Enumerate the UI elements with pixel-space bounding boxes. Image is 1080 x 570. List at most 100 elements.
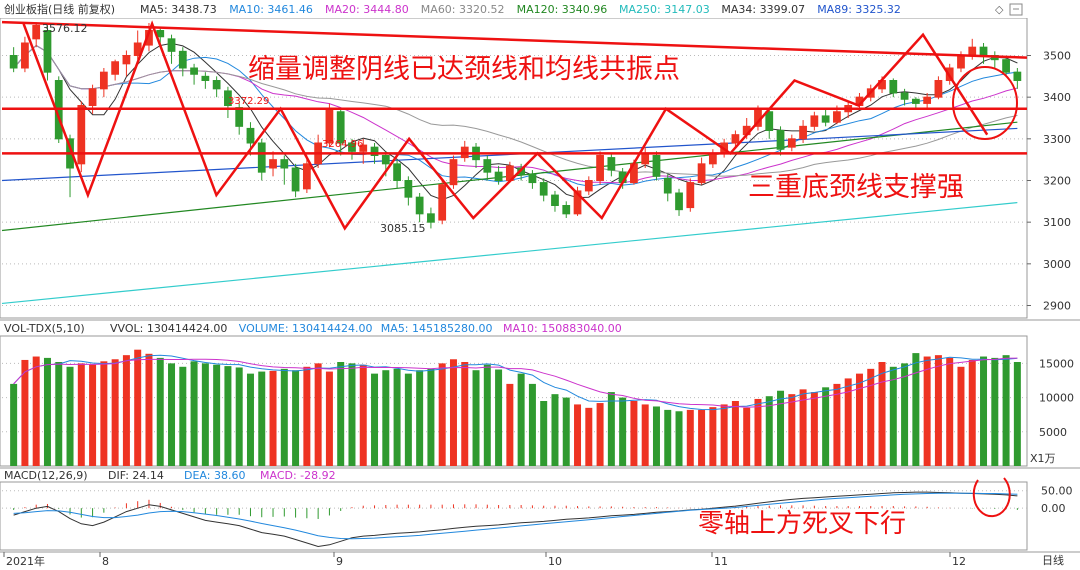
candle-body[interactable]	[596, 155, 604, 181]
volume-bar[interactable]	[506, 383, 514, 466]
volume-bar[interactable]	[89, 364, 97, 466]
volume-bar[interactable]	[55, 362, 63, 466]
volume-bar[interactable]	[855, 373, 863, 466]
volume-bar[interactable]	[664, 409, 672, 466]
volume-bar[interactable]	[325, 371, 333, 466]
candle-body[interactable]	[494, 171, 503, 182]
candle-body[interactable]	[731, 134, 740, 144]
candle-body[interactable]	[787, 138, 796, 148]
volume-bar[interactable]	[156, 357, 164, 466]
candle-body[interactable]	[900, 92, 909, 100]
volume-bar[interactable]	[765, 396, 773, 466]
macd-lines[interactable]	[13, 491, 1018, 548]
volume-bar[interactable]	[404, 373, 412, 466]
volume-bar[interactable]	[461, 362, 469, 466]
candle-body[interactable]	[32, 25, 41, 40]
candle-body[interactable]	[449, 159, 458, 186]
candle-body[interactable]	[246, 127, 255, 144]
volume-bar[interactable]	[21, 359, 29, 466]
volume-bar[interactable]	[709, 407, 717, 466]
candle-body[interactable]	[663, 177, 672, 194]
volume-bar[interactable]	[483, 364, 491, 466]
volume-bar[interactable]	[810, 392, 818, 466]
candle-body[interactable]	[88, 88, 97, 107]
volume-bar[interactable]	[528, 383, 536, 466]
candle-body[interactable]	[697, 163, 706, 184]
candle-body[interactable]	[201, 75, 210, 82]
candle-body[interactable]	[178, 50, 187, 69]
volume-bar[interactable]	[449, 359, 457, 466]
volume-bar[interactable]	[10, 383, 18, 466]
volume-bar[interactable]	[822, 387, 830, 466]
candle-body[interactable]	[607, 157, 616, 171]
volume-bar[interactable]	[134, 349, 142, 466]
candle-body[interactable]	[99, 71, 108, 90]
volume-bar[interactable]	[833, 383, 841, 466]
candle-body[interactable]	[438, 184, 447, 221]
candle-body[interactable]	[381, 155, 390, 165]
candle-body[interactable]	[641, 152, 650, 165]
volume-bar[interactable]	[292, 370, 300, 466]
volume-bar[interactable]	[878, 362, 886, 466]
candle-body[interactable]	[821, 115, 830, 123]
volume-bar[interactable]	[777, 390, 785, 466]
candle-body[interactable]	[584, 180, 593, 192]
volume-bar[interactable]	[201, 363, 209, 466]
candle-body[interactable]	[911, 98, 920, 104]
volume-bar[interactable]	[754, 398, 762, 466]
candle-body[interactable]	[21, 42, 29, 69]
volume-bar[interactable]	[912, 353, 920, 466]
diamond-icon[interactable]: ◇	[995, 3, 1004, 16]
candle-body[interactable]	[167, 38, 176, 52]
candle-body[interactable]	[302, 163, 311, 190]
candle-body[interactable]	[111, 61, 120, 75]
volume-bar[interactable]	[720, 404, 728, 466]
volume-bar[interactable]	[100, 361, 108, 466]
candle-body[interactable]	[776, 130, 785, 150]
candle-body[interactable]	[799, 125, 807, 140]
volume-bar[interactable]	[596, 403, 604, 466]
volume-bar[interactable]	[168, 363, 176, 466]
volume-bar[interactable]	[43, 357, 51, 466]
candle-body[interactable]	[427, 213, 435, 223]
candle-body[interactable]	[212, 80, 221, 90]
volume-bar[interactable]	[371, 373, 379, 466]
candle-body[interactable]	[43, 30, 52, 73]
candle-body[interactable]	[957, 55, 965, 69]
candle-body[interactable]	[539, 182, 548, 196]
volume-bar[interactable]	[889, 366, 897, 466]
candle-body[interactable]	[483, 159, 492, 173]
volume-bar[interactable]	[258, 371, 266, 466]
volume-bar[interactable]	[269, 370, 277, 466]
candle-body[interactable]	[889, 80, 898, 94]
volume-bar[interactable]	[314, 363, 322, 466]
volume-bar[interactable]	[923, 356, 931, 466]
volume-bar[interactable]	[66, 366, 74, 466]
volume-bar[interactable]	[562, 397, 570, 466]
volume-bar[interactable]	[416, 370, 424, 466]
volume-bar[interactable]	[359, 364, 367, 466]
volume-bar[interactable]	[280, 368, 288, 466]
candle-body[interactable]	[370, 146, 379, 157]
candle-body[interactable]	[528, 173, 537, 184]
volume-bar[interactable]	[517, 373, 525, 466]
volume-bar[interactable]	[348, 363, 356, 466]
candle-body[interactable]	[562, 205, 571, 215]
volume-bar[interactable]	[867, 368, 875, 466]
candle-body[interactable]	[415, 196, 424, 215]
candle-body[interactable]	[923, 96, 932, 104]
volume-bar[interactable]	[630, 401, 638, 466]
candle-body[interactable]	[404, 180, 413, 198]
candle-body[interactable]	[551, 194, 559, 206]
candle-body[interactable]	[686, 182, 695, 209]
volume-bar[interactable]	[427, 368, 435, 466]
candle-body[interactable]	[190, 67, 198, 75]
candle-body[interactable]	[708, 152, 717, 165]
volume-bar[interactable]	[968, 359, 976, 466]
volume-bar[interactable]	[788, 394, 796, 466]
volume-bar[interactable]	[980, 356, 988, 466]
volume-bar[interactable]	[495, 369, 503, 466]
volume-bar[interactable]	[393, 368, 401, 466]
volume-bar[interactable]	[551, 394, 559, 466]
candle-body[interactable]	[765, 111, 774, 131]
